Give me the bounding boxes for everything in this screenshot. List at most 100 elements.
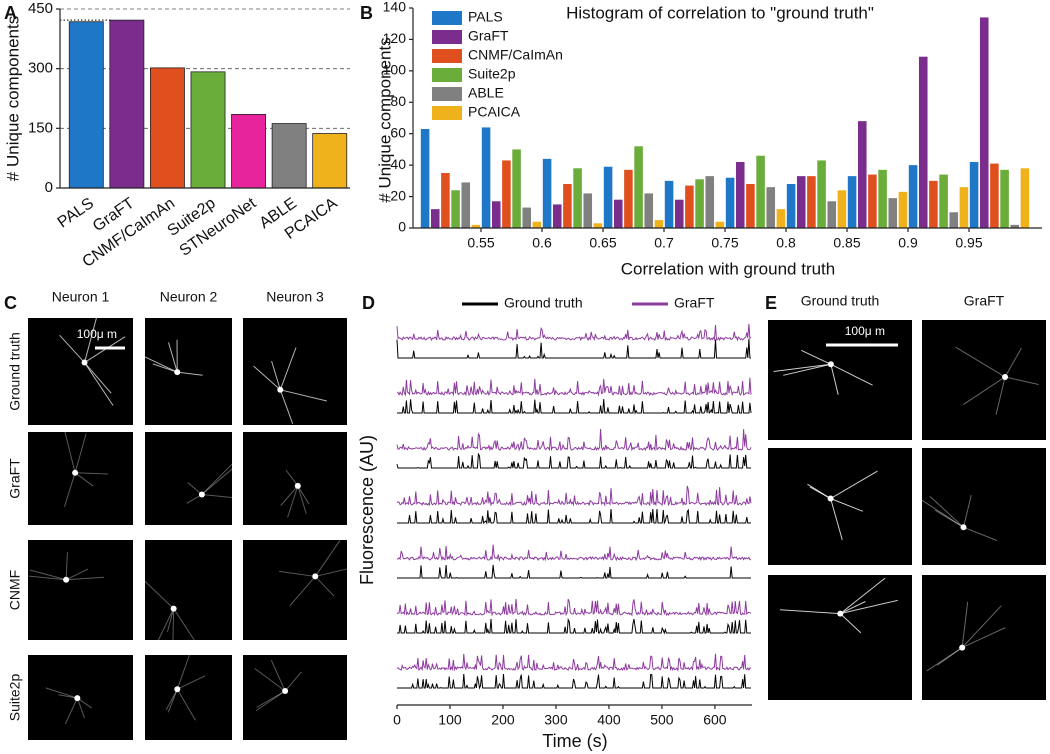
dendrite bbox=[270, 660, 286, 692]
x-tick-label: 0.6 bbox=[532, 235, 552, 251]
y-tick-label: 0 bbox=[398, 219, 406, 235]
soma bbox=[960, 524, 967, 531]
bar bbox=[542, 158, 552, 228]
panel-label: C bbox=[4, 293, 17, 313]
bar bbox=[756, 155, 765, 228]
legend-swatch bbox=[432, 68, 462, 82]
bar bbox=[512, 149, 521, 228]
soma bbox=[294, 482, 301, 489]
dendrite bbox=[76, 697, 85, 719]
dendrite bbox=[177, 675, 206, 690]
bar bbox=[939, 174, 948, 228]
legend-label: PCAICA bbox=[468, 104, 521, 120]
x-axis-label: Time (s) bbox=[542, 731, 607, 751]
y-tick-label: 60 bbox=[390, 124, 406, 140]
dendrite bbox=[963, 494, 972, 528]
row-header: Ground truth bbox=[7, 332, 23, 411]
dendrite bbox=[279, 570, 316, 577]
dendrite bbox=[66, 576, 105, 581]
dendrite bbox=[840, 599, 898, 615]
bar bbox=[888, 198, 898, 228]
dendrite bbox=[807, 483, 831, 499]
dendrite bbox=[176, 654, 190, 690]
bar bbox=[451, 190, 460, 228]
dendrite bbox=[172, 608, 175, 641]
bar bbox=[491, 201, 501, 228]
chart-title: Histogram of correlation to "ground trut… bbox=[566, 3, 874, 22]
y-axis-label: # Unique components bbox=[375, 37, 394, 202]
x-tick-label: 300 bbox=[544, 712, 568, 728]
panel-label: B bbox=[360, 3, 373, 23]
bar bbox=[1010, 224, 1020, 228]
bar bbox=[746, 184, 755, 228]
dendrite bbox=[955, 346, 1006, 378]
legend-label: PALS bbox=[468, 9, 503, 25]
dendrite bbox=[279, 389, 294, 424]
bar bbox=[949, 212, 959, 228]
dendrite bbox=[926, 647, 963, 672]
dendrite bbox=[271, 361, 281, 390]
column-header: Neuron 3 bbox=[266, 289, 324, 305]
dendrite bbox=[255, 690, 286, 711]
trace-graft bbox=[396, 544, 752, 562]
bar bbox=[929, 180, 938, 228]
dendrite bbox=[279, 347, 297, 390]
bar bbox=[725, 177, 735, 228]
y-tick-label: 100 bbox=[383, 62, 407, 78]
micrograph bbox=[28, 318, 133, 425]
legend-label: Ground truth bbox=[504, 295, 583, 311]
dendrite bbox=[75, 472, 109, 475]
bar bbox=[990, 163, 999, 228]
bar bbox=[1000, 169, 1009, 228]
micrograph bbox=[145, 540, 232, 640]
micrograph bbox=[922, 575, 1046, 700]
dendrite bbox=[74, 472, 94, 487]
x-tick-label: 400 bbox=[597, 712, 621, 728]
soma bbox=[959, 644, 966, 651]
soma bbox=[827, 361, 834, 368]
bar bbox=[312, 133, 348, 189]
y-tick-label: 20 bbox=[390, 187, 406, 203]
x-tick-label: 0.75 bbox=[711, 235, 738, 251]
dendrite bbox=[45, 687, 78, 699]
row-header: Suite2p bbox=[7, 674, 23, 722]
bar bbox=[807, 176, 816, 228]
bar bbox=[685, 185, 694, 228]
dendrite bbox=[187, 482, 203, 495]
micrograph bbox=[28, 540, 133, 640]
dendrite bbox=[297, 485, 307, 514]
bar bbox=[857, 121, 867, 228]
dendrite bbox=[297, 485, 310, 505]
dendrite bbox=[63, 472, 76, 507]
dendrite bbox=[59, 334, 85, 363]
bar bbox=[1020, 168, 1030, 228]
dendrite bbox=[144, 356, 178, 373]
dendrite bbox=[253, 365, 281, 391]
bar bbox=[481, 127, 491, 228]
dendrite bbox=[166, 608, 175, 633]
dendrite bbox=[29, 569, 67, 581]
dendrite bbox=[921, 499, 964, 528]
soma bbox=[63, 576, 70, 583]
bar bbox=[654, 220, 664, 228]
dendrite bbox=[779, 609, 841, 615]
dendrite bbox=[201, 463, 233, 495]
dendrite bbox=[783, 363, 831, 376]
micrograph bbox=[922, 320, 1046, 440]
bar bbox=[847, 176, 857, 228]
legend-swatch bbox=[432, 30, 462, 44]
trace-ground-truth bbox=[397, 673, 751, 690]
dendrite bbox=[157, 608, 175, 641]
dendrite bbox=[934, 509, 964, 528]
trace-ground-truth bbox=[397, 508, 751, 525]
x-tick-label: 0.9 bbox=[898, 235, 918, 251]
x-tick-label: 0.85 bbox=[833, 235, 860, 251]
y-tick-label: 450 bbox=[28, 0, 53, 17]
soma bbox=[277, 386, 284, 393]
bar bbox=[613, 199, 623, 228]
bar bbox=[878, 169, 887, 228]
y-tick-label: 0 bbox=[45, 179, 53, 196]
dendrite bbox=[830, 363, 873, 386]
legend-swatch bbox=[432, 87, 462, 101]
bar bbox=[624, 169, 633, 228]
